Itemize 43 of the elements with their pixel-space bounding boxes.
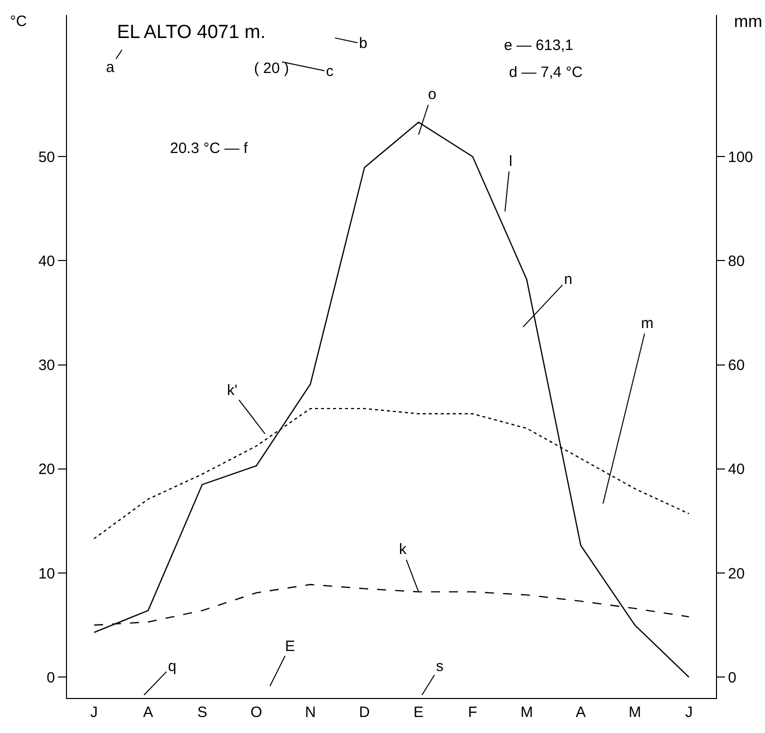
- x-tick-label: S: [197, 704, 208, 721]
- annotation: c: [326, 63, 334, 80]
- annotation: q: [168, 658, 176, 675]
- annotation: 20.3 °C — f: [170, 140, 249, 157]
- y-tick-label: 40: [38, 252, 55, 270]
- annotation: d — 7,4 °C: [509, 64, 583, 81]
- y2-tick-label: 40: [728, 461, 745, 478]
- annotation: m: [641, 315, 654, 332]
- annotation: E: [285, 638, 296, 655]
- annotation: l: [509, 153, 512, 170]
- annotation: s: [436, 658, 444, 675]
- x-tick-label: F: [468, 704, 478, 721]
- annotation: n: [564, 271, 572, 288]
- annotation: k': [227, 382, 238, 399]
- y-tick-label: 20: [38, 461, 55, 478]
- x-tick-label: D: [359, 704, 370, 721]
- y-tick-label: 0: [46, 669, 55, 686]
- x-tick-label: J: [90, 704, 98, 721]
- y2-tick-label: 20: [728, 565, 745, 582]
- annotation: k: [399, 541, 407, 558]
- annotation: b: [359, 35, 368, 52]
- y2-tick-label: 100: [728, 148, 754, 166]
- x-tick-label: A: [143, 704, 154, 721]
- y2-axis-title: mm: [734, 12, 762, 31]
- annotation: e — 613,1: [504, 37, 574, 54]
- annotation: o: [428, 86, 436, 103]
- x-tick-label: M: [628, 704, 642, 721]
- x-tick-label: J: [685, 704, 693, 721]
- y-tick-label: 10: [38, 565, 55, 582]
- x-tick-label: N: [304, 704, 316, 721]
- y2-tick-label: 60: [728, 357, 745, 374]
- y2-tick-label: 0: [728, 669, 736, 686]
- annotation: ( 20 ): [254, 60, 290, 77]
- y-tick-label: 30: [38, 357, 55, 374]
- x-tick-label: O: [250, 704, 262, 721]
- y-tick-label: 50: [38, 148, 55, 166]
- x-tick-label: M: [520, 704, 533, 721]
- y2-tick-label: 80: [728, 252, 745, 270]
- chart-title: EL ALTO 4071 m.: [117, 22, 266, 43]
- y-axis-title: °C: [10, 13, 27, 30]
- annotation: a: [106, 59, 115, 76]
- x-tick-label: E: [414, 704, 424, 721]
- x-tick-label: A: [576, 704, 586, 721]
